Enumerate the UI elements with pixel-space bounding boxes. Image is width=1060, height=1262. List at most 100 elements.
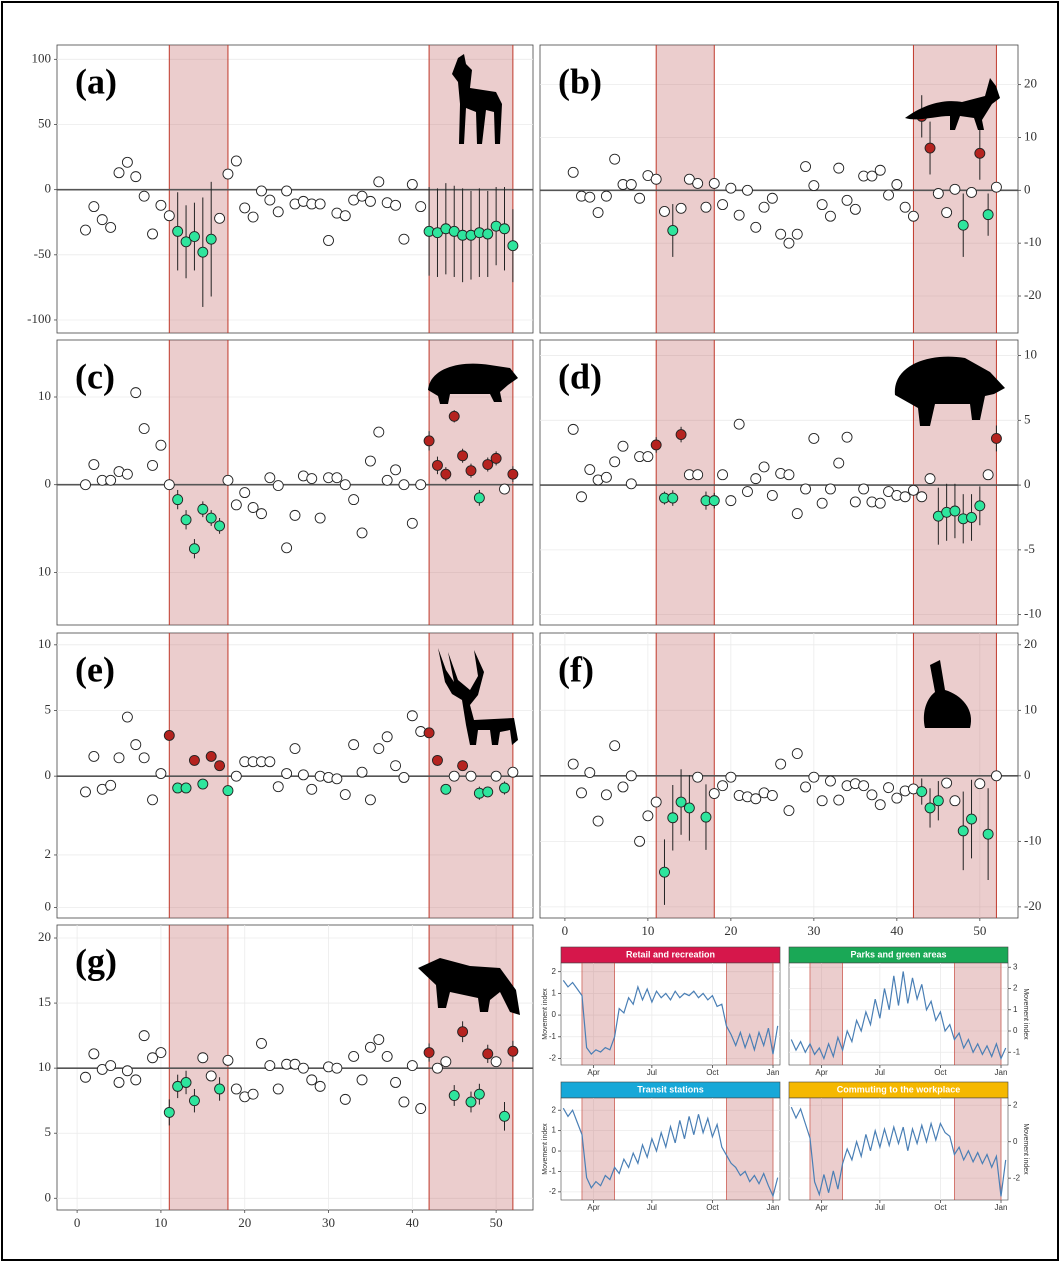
point <box>214 1083 226 1095</box>
point <box>625 770 637 782</box>
point <box>675 796 687 808</box>
x-tick-label: 20 <box>238 1215 251 1230</box>
y-tick-label: 0 <box>45 476 52 491</box>
point <box>576 787 587 799</box>
x-tick-label: Jul <box>875 1203 885 1212</box>
y-tick-label: 0 <box>45 1189 52 1204</box>
point <box>990 433 1002 444</box>
point <box>584 767 596 779</box>
point <box>272 480 284 492</box>
point <box>733 209 745 221</box>
shaded-period <box>656 340 715 625</box>
y-tick-label: 1 <box>1013 1005 1018 1014</box>
point <box>833 162 845 174</box>
point <box>717 469 729 481</box>
point <box>766 192 778 204</box>
point <box>758 201 770 213</box>
x-tick-label: Jan <box>995 1203 1008 1212</box>
point <box>105 779 117 791</box>
point <box>659 206 670 217</box>
fox-icon <box>905 78 1000 130</box>
point <box>80 1071 91 1083</box>
y-tick-label: 10 <box>1024 128 1037 143</box>
point <box>230 1083 242 1095</box>
point <box>899 491 911 503</box>
y-tick-label: -1 <box>1013 1047 1021 1056</box>
point <box>891 792 903 804</box>
point <box>138 423 150 435</box>
point <box>957 219 969 231</box>
point <box>364 455 376 467</box>
point <box>990 181 1002 193</box>
movement-line <box>562 980 779 1056</box>
point <box>465 1096 477 1108</box>
point <box>675 202 687 214</box>
point <box>105 474 117 486</box>
y-tick-label: -5 <box>1024 541 1035 556</box>
point <box>147 1052 158 1064</box>
point <box>398 772 410 783</box>
point <box>966 186 977 198</box>
point <box>982 469 994 481</box>
point <box>222 785 234 797</box>
point <box>197 503 209 515</box>
point <box>650 439 662 451</box>
point <box>314 512 326 524</box>
point <box>482 228 494 240</box>
y-tick-label: 3 <box>1013 962 1018 971</box>
point <box>155 768 167 779</box>
point <box>600 789 612 801</box>
x-tick-label: Jul <box>647 1068 657 1077</box>
point <box>306 783 318 795</box>
point <box>406 710 418 722</box>
y-tick-label: 5 <box>1024 411 1031 426</box>
point <box>80 786 91 798</box>
point <box>423 435 435 447</box>
y-tick-label: 2 <box>1013 984 1018 993</box>
point <box>256 508 267 520</box>
point <box>808 180 820 192</box>
point <box>432 459 443 471</box>
x-tick-label: 40 <box>890 923 903 938</box>
point <box>567 758 579 770</box>
y-tick-label: 0 <box>1024 181 1031 196</box>
point <box>482 786 494 798</box>
shaded-period <box>581 1098 615 1200</box>
y-tick-label: 10 <box>38 636 51 651</box>
x-tick-label: Jan <box>767 1203 780 1212</box>
shaded-period <box>726 963 774 1065</box>
point <box>907 484 919 496</box>
point <box>331 773 343 785</box>
point <box>482 1048 494 1060</box>
point <box>692 178 704 189</box>
point <box>339 479 351 491</box>
hare-icon <box>923 660 972 728</box>
point <box>708 788 720 799</box>
x-tick-label: Oct <box>706 1068 719 1077</box>
point <box>473 492 485 504</box>
point <box>339 210 351 222</box>
point <box>214 212 226 224</box>
point <box>783 469 795 481</box>
point <box>808 771 820 783</box>
point <box>138 752 150 764</box>
y-tick-label: -2 <box>549 1187 557 1196</box>
point <box>966 512 977 523</box>
y-tick-label: 2 <box>552 967 557 976</box>
x-tick-label: Oct <box>934 1203 947 1212</box>
point <box>974 147 986 159</box>
x-tick-label: Apr <box>587 1203 600 1212</box>
point <box>197 1052 209 1064</box>
panel-label: (a) <box>75 61 117 101</box>
point <box>364 794 376 806</box>
facet-title: Parks and green areas <box>850 949 946 959</box>
panel-label: (c) <box>75 356 115 396</box>
point <box>916 491 928 503</box>
point <box>80 479 91 491</box>
y-tick-label: -1 <box>549 1032 557 1041</box>
point <box>659 866 670 878</box>
x-tick-label: Apr <box>587 1068 600 1077</box>
y-tick-label: -2 <box>549 1054 557 1063</box>
point <box>381 731 393 743</box>
shaded-period <box>809 963 843 1065</box>
